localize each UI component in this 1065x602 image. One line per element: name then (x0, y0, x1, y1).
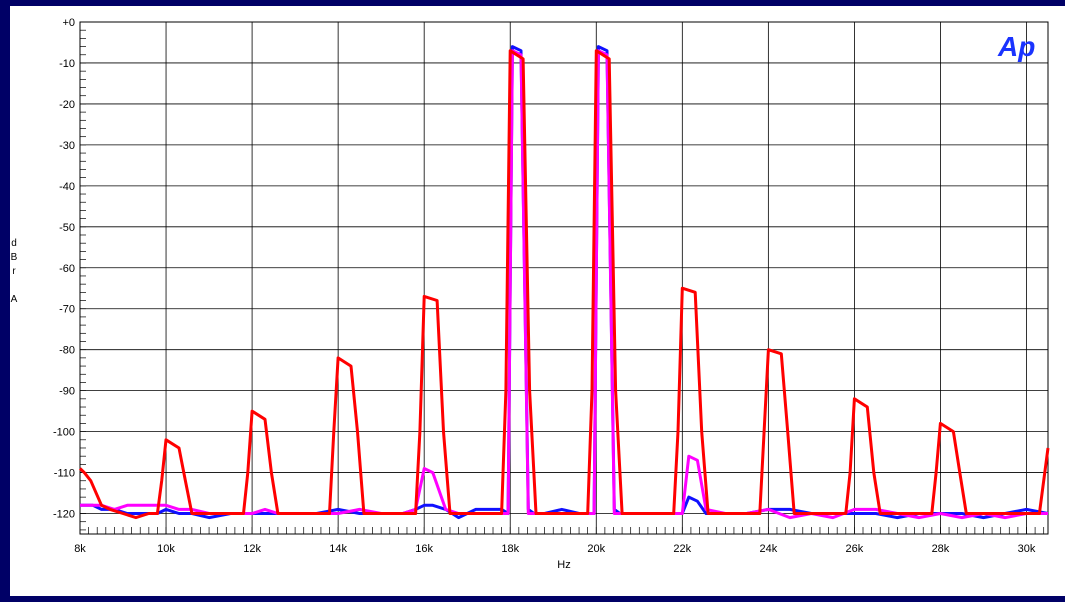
y-tick-label: -30 (59, 140, 75, 152)
y-tick-label: -80 (59, 345, 75, 357)
y-tick-label: -20 (59, 99, 75, 111)
x-tick-label: 30k (1018, 543, 1036, 555)
y-tick-label: -120 (53, 509, 75, 521)
y-axis: +0 -10 -20 -30 -40 -50 -60 -70 -80 -90 -100 -110 -12… (53, 17, 75, 521)
logo: Ap (997, 31, 1035, 62)
y-tick-label: -50 (59, 222, 75, 234)
x-tick-label: 10k (157, 543, 175, 555)
x-tick-label: 20k (587, 543, 605, 555)
x-tick-label: 12k (243, 543, 261, 555)
y-axis-label-char: r (12, 266, 16, 277)
x-tick-label: 16k (415, 543, 433, 555)
plot-area (79, 21, 1049, 535)
x-axis: 8k 10k 12k 14k 16k 18k 20k 22k 24k 26k 28k 30k (74, 543, 1036, 555)
y-axis-label-char: A (11, 294, 18, 305)
series-group (78, 45, 1050, 520)
chart-panel: +0 -10 -20 -30 -40 -50 -60 -70 -80 -90 -100 -110 -12… (10, 6, 1065, 596)
y-tick-label: -60 (59, 263, 75, 275)
y-tick-label: -110 (54, 468, 75, 480)
y-tick-label: -90 (59, 386, 75, 398)
y-tick-label: -40 (59, 181, 75, 193)
x-tick-label: 8k (74, 543, 86, 555)
x-tick-label: 18k (501, 543, 519, 555)
x-tick-label: 22k (673, 543, 691, 555)
x-tick-label: 14k (329, 543, 347, 555)
y-tick-label: +0 (62, 17, 75, 29)
x-axis-label: Hz (557, 559, 570, 571)
x-tick-label: 28k (932, 543, 950, 555)
x-tick-label: 24k (759, 543, 777, 555)
x-tick-label: 26k (846, 543, 864, 555)
y-tick-label: -10 (59, 58, 75, 70)
y-axis-label: dBr A (11, 238, 18, 305)
y-tick-label: -100 (53, 427, 75, 439)
y-axis-label-char: B (11, 252, 18, 263)
y-axis-label-char: d (11, 238, 17, 249)
chart: +0 -10 -20 -30 -40 -50 -60 -70 -80 -90 -100 -110 -12… (11, 17, 1050, 571)
y-tick-label: -70 (59, 304, 75, 316)
series-line-2 (78, 49, 1050, 520)
